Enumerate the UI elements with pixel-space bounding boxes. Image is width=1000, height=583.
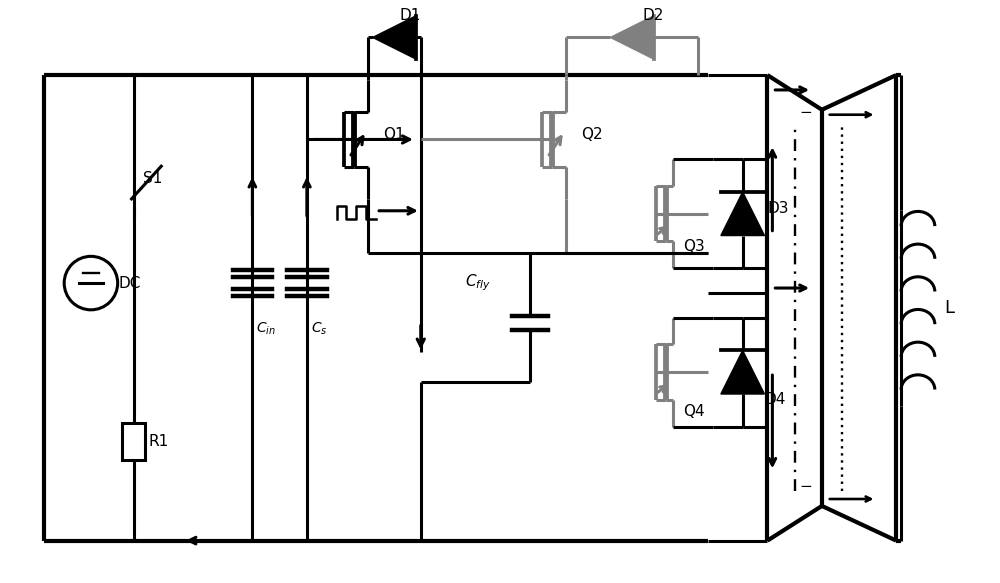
Text: Q2: Q2 [581, 127, 603, 142]
Text: DC: DC [119, 276, 141, 290]
Polygon shape [373, 16, 416, 59]
Text: D3: D3 [767, 201, 789, 216]
Text: D1: D1 [399, 8, 421, 23]
Polygon shape [610, 16, 654, 59]
Text: −: − [799, 479, 812, 494]
Text: R1: R1 [148, 434, 169, 449]
Text: $C_s$: $C_s$ [311, 321, 327, 337]
Text: $C_{fly}$: $C_{fly}$ [465, 272, 491, 293]
Text: D4: D4 [764, 392, 786, 407]
Text: Q3: Q3 [683, 238, 705, 254]
Text: $C_{in}$: $C_{in}$ [256, 321, 276, 337]
Text: −: − [799, 105, 812, 120]
Text: D2: D2 [642, 8, 664, 23]
Bar [122, 423, 145, 461]
Text: S1: S1 [143, 171, 163, 186]
Text: Q1: Q1 [383, 127, 405, 142]
Text: Q4: Q4 [683, 404, 705, 419]
Polygon shape [721, 192, 764, 236]
Text: L: L [945, 299, 955, 317]
Polygon shape [721, 350, 764, 394]
